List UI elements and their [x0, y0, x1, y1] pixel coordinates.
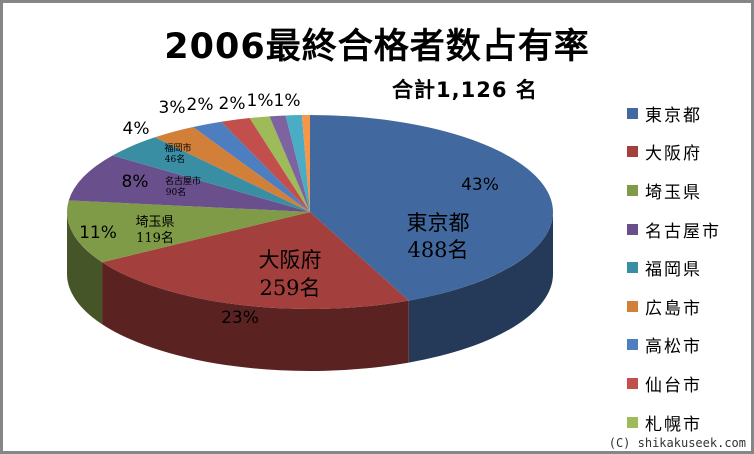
percent-label: 4%	[123, 119, 150, 139]
legend-swatch	[627, 223, 638, 235]
pie-slice	[112, 137, 311, 212]
legend-label: 仙台市	[645, 375, 702, 396]
pie-slice	[154, 126, 310, 212]
legend-label: 名古屋市	[645, 221, 721, 242]
slice-data-label: 大阪府	[259, 248, 322, 272]
slice-data-label: 福岡市	[164, 142, 191, 154]
legend-swatch	[627, 300, 638, 312]
pie-slice	[310, 115, 553, 301]
legend: 東京都大阪府埼玉県名古屋市福岡県広島市高松市仙台市札幌市	[627, 94, 721, 441]
slice-side	[67, 212, 103, 325]
legend-item: 東京都	[627, 94, 721, 133]
pie-slice	[301, 115, 310, 212]
legend-swatch	[627, 184, 638, 196]
legend-item: 福岡県	[627, 248, 721, 287]
pie-slice	[221, 118, 310, 212]
legend-label: 埼玉県	[645, 182, 702, 203]
pie-slice	[249, 116, 310, 212]
total-label: 合計1,126 名	[392, 78, 538, 102]
copyright-credit: (C) shikakuseek.com	[608, 436, 746, 450]
legend-item: 札幌市	[627, 403, 721, 442]
pie-slice	[269, 115, 310, 212]
legend-label: 札幌市	[645, 414, 702, 435]
pie-slice	[193, 121, 310, 212]
legend-swatch	[627, 377, 638, 389]
slice-data-label: 東京都	[407, 211, 470, 235]
legend-swatch	[627, 339, 638, 351]
slice-data-label: 259名	[259, 276, 320, 300]
legend-item: 名古屋市	[627, 210, 721, 249]
slice-data-label: 90名	[166, 186, 186, 198]
percent-label: 11%	[79, 223, 117, 243]
pie-labels: 43%23%11%8%4%3% 2% 2% 1% 1%東京都488名大阪府259名埼玉県…	[79, 91, 499, 328]
slice-side	[408, 212, 553, 363]
legend-swatch	[627, 107, 638, 119]
legend-label: 福岡県	[645, 260, 702, 281]
legend-item: 埼玉県	[627, 171, 721, 210]
pie-slice	[66, 200, 310, 263]
legend-label: 高松市	[645, 337, 702, 358]
legend-item: 広島市	[627, 287, 721, 326]
legend-label: 広島市	[645, 298, 702, 319]
pie-slice	[285, 115, 310, 212]
pie-slice	[68, 155, 310, 212]
legend-swatch	[627, 262, 638, 274]
slice-data-label: 名古屋市	[165, 175, 201, 187]
legend-item: 高松市	[627, 326, 721, 365]
percent-label: 43%	[461, 175, 499, 195]
legend-item: 大阪府	[627, 133, 721, 172]
legend-swatch	[627, 416, 638, 428]
percent-label: 23%	[221, 308, 259, 328]
slice-side	[102, 262, 409, 371]
slice-data-label: 488名	[407, 238, 468, 262]
slice-data-label: 埼玉県	[135, 215, 174, 230]
legend-label: 大阪府	[645, 144, 702, 165]
chart-title: 2006最終合格者数占有率	[164, 27, 590, 67]
legend-label: 東京都	[645, 105, 702, 126]
percent-label: 2%	[187, 95, 214, 115]
percent-label: 2%	[219, 94, 246, 114]
percent-label: 8%	[122, 172, 149, 192]
pie-sides	[67, 212, 553, 371]
percent-label: 1%	[247, 91, 274, 111]
slice-data-label: 46名	[165, 153, 185, 165]
slice-data-label: 119名	[136, 230, 174, 246]
percent-label: 3%	[159, 98, 186, 118]
legend-swatch	[627, 146, 638, 158]
pie-slices	[66, 115, 553, 309]
percent-label: 1%	[274, 91, 301, 111]
pie-slice	[102, 212, 409, 309]
legend-item: 仙台市	[627, 364, 721, 403]
